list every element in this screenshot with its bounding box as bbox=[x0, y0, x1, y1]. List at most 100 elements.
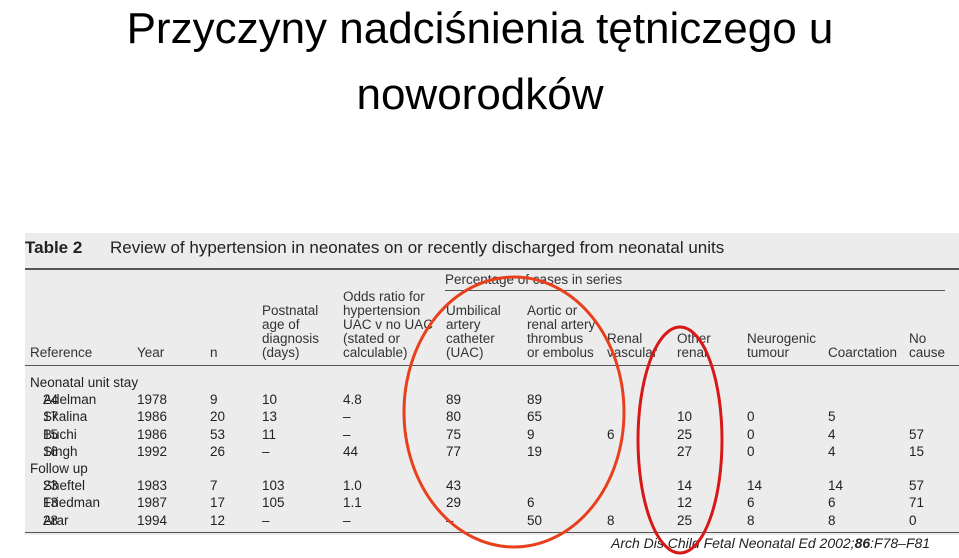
group-header: Percentage of cases in series bbox=[445, 272, 623, 287]
table-cell: 11 bbox=[262, 426, 277, 442]
highlight-ellipse bbox=[636, 325, 724, 555]
table-cell: 25 bbox=[677, 512, 693, 528]
table-cell: 6 bbox=[828, 495, 836, 511]
table-label: Table 2 bbox=[25, 238, 83, 257]
rule bbox=[25, 365, 959, 366]
reference-number: 15 bbox=[43, 426, 59, 442]
section-label: Follow up bbox=[30, 461, 88, 476]
table-cell: 0 bbox=[747, 409, 755, 425]
table-cell: – bbox=[343, 512, 351, 528]
table-cell: 1983 bbox=[137, 478, 168, 494]
table-image: Table 2 Review of hypertension in neonat… bbox=[25, 233, 959, 535]
rule bbox=[25, 532, 959, 533]
reference-name: Adelman bbox=[43, 392, 97, 408]
table-cell: 4.8 bbox=[343, 392, 362, 408]
table-cell: 1.0 bbox=[343, 478, 362, 494]
table-cell: 71 bbox=[909, 495, 925, 511]
table-cell: 1978 bbox=[137, 392, 168, 408]
reference-number: 28 bbox=[43, 512, 59, 528]
table-cell: 103 bbox=[262, 478, 285, 494]
table-cell: 9 bbox=[527, 426, 535, 442]
column-header: Postnatal age of diagnosis (days) bbox=[262, 303, 320, 360]
table-cell: 43 bbox=[446, 478, 462, 494]
table-cell: 57 bbox=[909, 426, 925, 442]
column-header: Year bbox=[137, 345, 165, 360]
reference-name: Singh bbox=[43, 443, 78, 459]
rule bbox=[445, 290, 945, 291]
reference-number: 13 bbox=[43, 495, 59, 511]
table-cell: 4 bbox=[828, 426, 836, 442]
reference-name: Buchi bbox=[43, 426, 77, 442]
reference-name: Skalina bbox=[43, 409, 88, 425]
table-cell: 105 bbox=[262, 495, 285, 511]
column-header: Neurogenic tumour bbox=[747, 331, 817, 360]
column-header: Odds ratio for hypertension UAC v no UAC… bbox=[343, 289, 434, 360]
table-cell: 27 bbox=[677, 443, 693, 459]
table-cell: 6 bbox=[747, 495, 755, 511]
table-cell: 10 bbox=[677, 409, 693, 425]
source-text: :F78–F81 bbox=[870, 535, 931, 551]
table-cell: 29 bbox=[446, 495, 462, 511]
table-cell: 12 bbox=[677, 495, 693, 511]
table-cell: 65 bbox=[527, 409, 543, 425]
reference-number: 23 bbox=[43, 478, 59, 494]
table-cell: 17 bbox=[210, 495, 226, 511]
table-cell: 1987 bbox=[137, 495, 168, 511]
table-cell: 20 bbox=[210, 409, 226, 425]
table-cell: 57 bbox=[909, 478, 925, 494]
column-header: Coarctation bbox=[828, 345, 898, 360]
table-cell: 53 bbox=[210, 426, 226, 442]
table-cell: 4 bbox=[828, 443, 836, 459]
source-volume: 86 bbox=[854, 535, 871, 551]
table-cell: 12 bbox=[210, 512, 226, 528]
table-cell: 1.1 bbox=[343, 495, 362, 511]
table-cell: – bbox=[343, 409, 351, 425]
table-cell: 10 bbox=[262, 392, 278, 408]
reference-name: Arar bbox=[43, 512, 69, 528]
table-cell: 8 bbox=[747, 512, 755, 528]
table-cell: 89 bbox=[446, 392, 462, 408]
table-cell: 1994 bbox=[137, 512, 168, 528]
table-cell: 13 bbox=[262, 409, 278, 425]
table-cell: 89 bbox=[527, 392, 543, 408]
table-cell: 25 bbox=[677, 426, 693, 442]
table-cell: 26 bbox=[210, 443, 226, 459]
table-cell: – bbox=[262, 443, 270, 459]
table-cell: 6 bbox=[607, 426, 615, 442]
table-cell: – bbox=[343, 426, 351, 442]
slide-title: Przyczyny nadciśnienia tętniczego u nowo… bbox=[126, 4, 834, 119]
column-header: Umbilical artery catheter (UAC) bbox=[446, 303, 501, 360]
table-cell: 44 bbox=[343, 443, 359, 459]
table-cell: 14 bbox=[677, 478, 693, 494]
highlight-ellipse bbox=[402, 275, 626, 549]
column-header: n bbox=[210, 345, 218, 360]
table-cell: 0 bbox=[747, 426, 755, 442]
table-cell: 8 bbox=[607, 512, 615, 528]
table-cell: 5 bbox=[828, 409, 836, 425]
table-cell: 19 bbox=[527, 443, 543, 459]
section-label: Neonatal unit stay bbox=[30, 375, 139, 390]
column-header: No cause bbox=[909, 331, 946, 360]
reference-name: Sheftel bbox=[43, 478, 86, 494]
table-cell: 15 bbox=[909, 443, 925, 459]
table-cell: 1992 bbox=[137, 443, 168, 459]
table-cell: 1986 bbox=[137, 426, 168, 442]
table-cell: 6 bbox=[527, 495, 535, 511]
reference-name: Friedman bbox=[43, 495, 101, 511]
column-header: Reference bbox=[30, 345, 93, 360]
table-cell: 77 bbox=[446, 443, 462, 459]
reference-number: 17 bbox=[43, 409, 59, 425]
table-cell: 7 bbox=[210, 478, 218, 494]
table-cell: 0 bbox=[909, 512, 917, 528]
table-cell: 0 bbox=[747, 443, 755, 459]
table-cell: 8 bbox=[828, 512, 836, 528]
table-cell: 14 bbox=[828, 478, 844, 494]
column-header: Renal vascular bbox=[607, 331, 658, 360]
table-cell: 80 bbox=[446, 409, 462, 425]
column-header: Aortic or renal artery thrombus or embol… bbox=[527, 303, 596, 360]
reference-number: 16 bbox=[43, 443, 59, 459]
table-cell: 75 bbox=[446, 426, 462, 442]
table-caption: Review of hypertension in neonates on or… bbox=[110, 238, 725, 257]
